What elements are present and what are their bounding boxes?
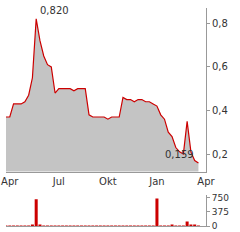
svg-text:0,820: 0,820 xyxy=(40,5,69,16)
svg-text:0: 0 xyxy=(212,221,218,231)
svg-text:Apr: Apr xyxy=(197,176,215,187)
svg-text:Jan: Jan xyxy=(148,176,164,187)
svg-text:0,6: 0,6 xyxy=(212,61,228,72)
svg-text:Okt: Okt xyxy=(99,176,117,187)
svg-text:0,2: 0,2 xyxy=(212,149,228,160)
svg-text:0,8: 0,8 xyxy=(212,18,228,29)
svg-text:0,159: 0,159 xyxy=(165,149,194,160)
svg-text:Jul: Jul xyxy=(52,176,65,187)
svg-text:Apr: Apr xyxy=(1,176,19,187)
svg-text:750: 750 xyxy=(212,193,229,203)
svg-text:0,4: 0,4 xyxy=(212,105,228,116)
svg-text:375: 375 xyxy=(212,207,229,217)
